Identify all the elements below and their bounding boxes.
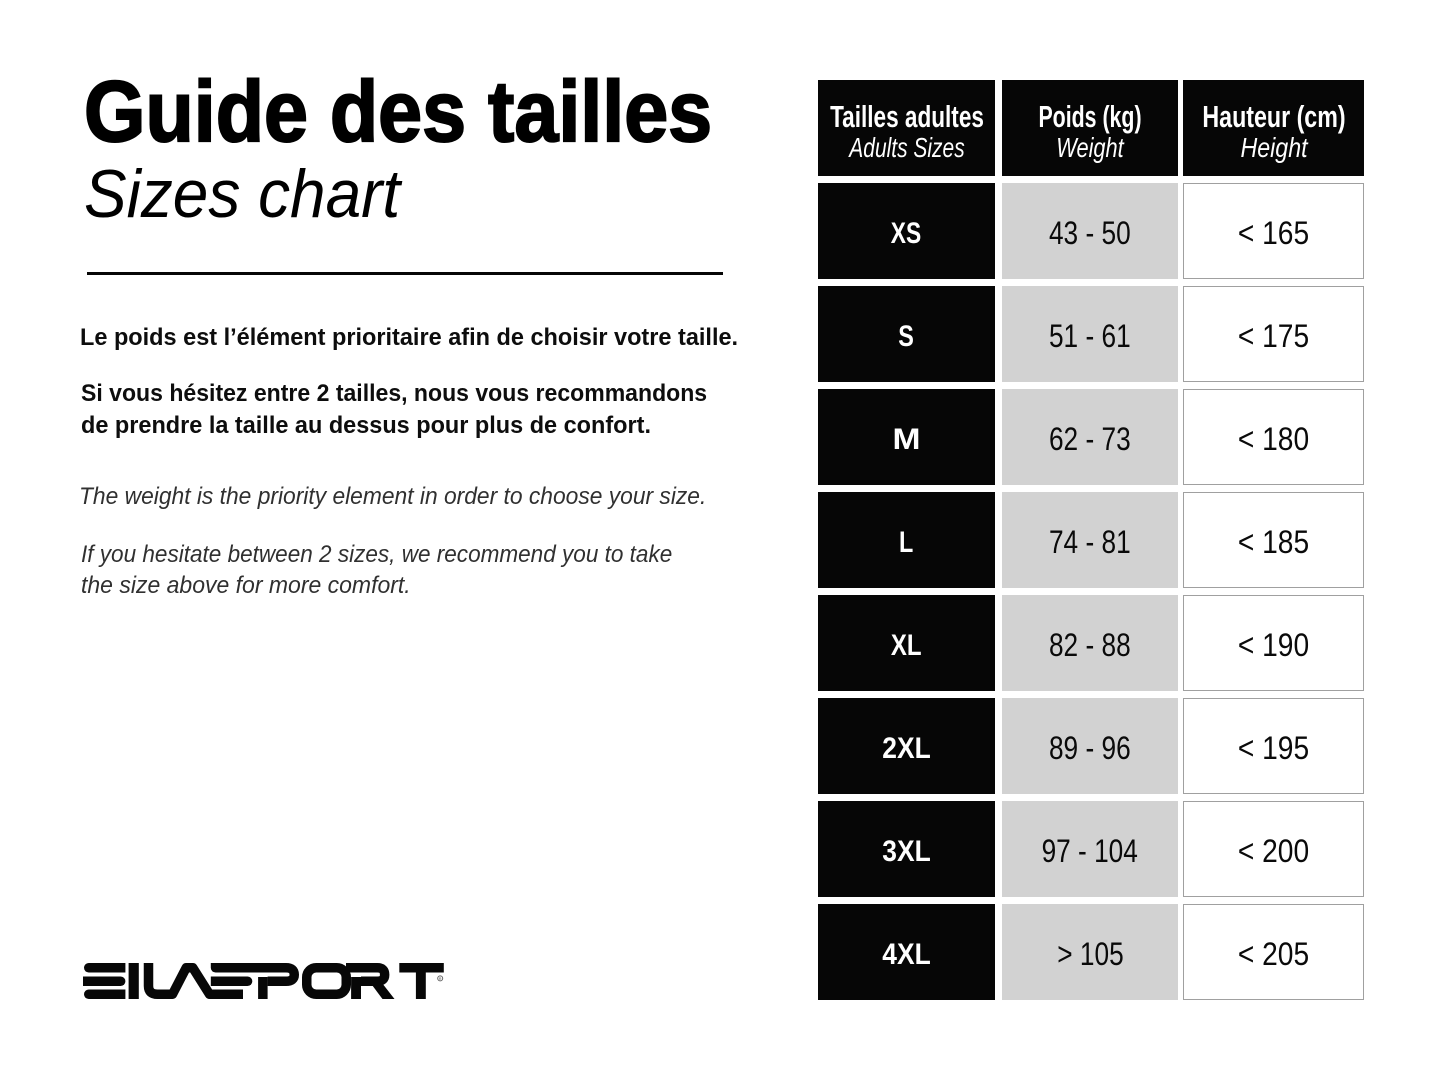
svg-text:R: R [439, 977, 442, 981]
